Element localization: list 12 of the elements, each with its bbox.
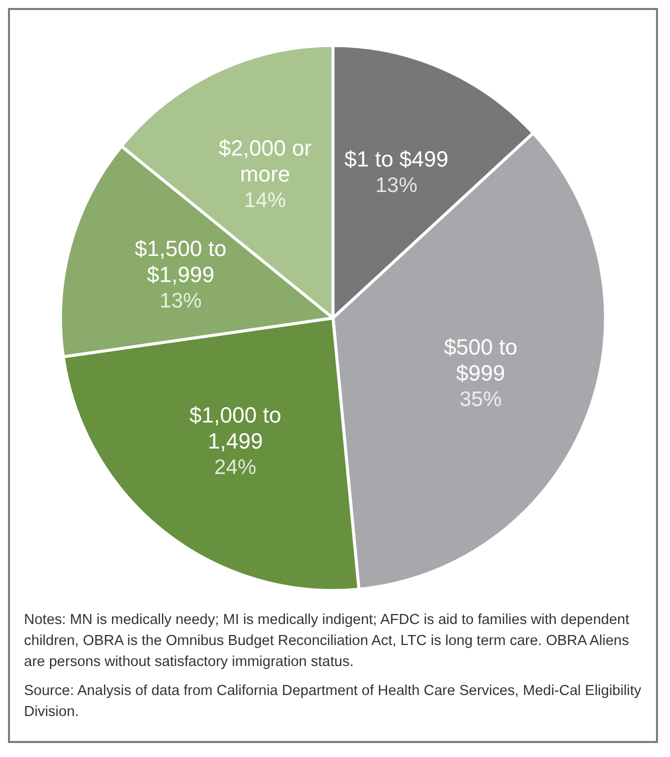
slice-label: $500 to $999 [444, 334, 518, 386]
slice-label: $1,500 to $1,999 [134, 236, 227, 287]
slice-label: $1 to $499 [344, 146, 448, 172]
text: Notes: MN is medically needy; MI is medically indigent; AFDC is aid to families with dependent children, OBRA is the Omnibus Budget Reconciliation Act, LTC is long term care. OBRA Aliens are persons without satisfactory immigration status. [24, 611, 630, 672]
data-label: 24% [214, 456, 256, 480]
data-label: 13% [375, 174, 418, 198]
source-note: Source: Analysis of data from California Department of Health Care Services, Medi-Cal Eligibility Division. [24, 682, 642, 722]
data-label: 14% [244, 189, 286, 212]
slice-label: $1,000 to 1,499 [189, 402, 282, 454]
slice-label: $2,000 or more [218, 135, 312, 186]
data-label: 13% [160, 290, 202, 313]
data-label: 35% [460, 388, 502, 412]
